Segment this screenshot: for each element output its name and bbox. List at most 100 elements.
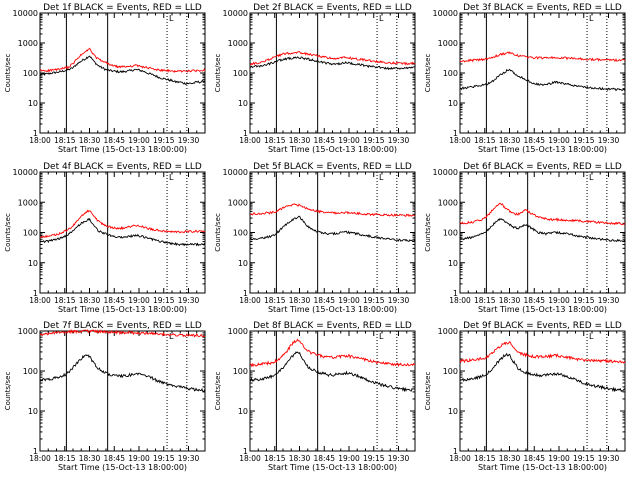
x-tick-label: 19:15 (363, 296, 385, 305)
x-tick-label: 18:15 (264, 454, 286, 463)
y-tick-label: 1000 (438, 198, 458, 207)
x-tick-label: 19:30 (598, 296, 620, 305)
x-axis-label: Start Time (15-Oct-13 18:00:00) (58, 463, 187, 472)
x-axis-label: Start Time (15-Oct-13 18:00:00) (478, 305, 607, 314)
y-tick-label: 10000 (13, 9, 38, 18)
x-axis-label: Start Time (15-Oct-13 18:00:00) (268, 463, 397, 472)
y-tick-label: 1000 (18, 327, 38, 336)
y-tick-label: 1000 (18, 39, 38, 48)
marker-label: L (379, 173, 384, 182)
series-line-lld (249, 203, 416, 218)
y-tick-label: 10000 (223, 168, 248, 177)
y-axis-label: Counts/sec (214, 213, 222, 252)
x-tick-label: 18:45 (313, 136, 335, 145)
y-tick-label: 100 (233, 229, 248, 238)
y-tick-label: 10000 (433, 9, 458, 18)
y-tick-label: 10000 (433, 168, 458, 177)
x-tick-label: 18:45 (523, 136, 545, 145)
x-axis-label: Start Time (15-Oct-13 18:00:00) (478, 463, 607, 472)
series-line-lld (249, 51, 416, 66)
y-tick-label: 1 (453, 129, 458, 138)
series-line-lld (459, 341, 626, 364)
y-axis-label: Counts/sec (4, 54, 12, 93)
panel-det-7: Det 7f BLACK = Events, RED = LLD 1 10 100 10… (4, 321, 206, 472)
panel-title: Det 2f BLACK = Events, RED = LLD (253, 3, 412, 13)
y-tick-label: 100 (23, 229, 38, 238)
panel-det-4: Det 4f BLACK = Events, RED = LLD 1 10 100 10… (4, 162, 206, 314)
y-tick-label: 1000 (438, 327, 458, 336)
x-tick-label: 19:30 (598, 136, 620, 145)
y-tick-label: 100 (233, 367, 248, 376)
panel-title: Det 3f BLACK = Events, RED = LLD (463, 3, 622, 13)
x-tick-label: 18:45 (103, 136, 125, 145)
x-tick-label: 18:00 (239, 454, 261, 463)
x-tick-label: 19:15 (153, 136, 175, 145)
y-tick-label: 1 (33, 289, 38, 298)
plot-frame (39, 330, 206, 452)
x-tick-label: 18:00 (449, 136, 471, 145)
x-tick-label: 19:30 (598, 454, 620, 463)
plot-frame (249, 330, 416, 452)
x-tick-label: 19:15 (153, 454, 175, 463)
series-line-events (39, 354, 206, 393)
series-line-lld (39, 209, 206, 239)
x-tick-label: 18:30 (79, 454, 101, 463)
x-tick-label: 18:30 (499, 136, 521, 145)
series-line-lld (459, 202, 626, 226)
x-tick-label: 18:45 (103, 296, 125, 305)
panel-det-5: Det 5f BLACK = Events, RED = LLD 1 10 100 10… (214, 162, 416, 314)
x-axis-label: Start Time (15-Oct-13 18:00:00) (58, 305, 187, 314)
panel-det-1: Det 1f BLACK = Events, RED = LLD 1 10 100 10… (4, 3, 206, 154)
x-tick-label: 18:45 (523, 454, 545, 463)
x-tick-label: 19:30 (388, 296, 410, 305)
x-tick-label: 18:15 (54, 136, 76, 145)
series-line-events (459, 217, 626, 243)
y-tick-label: 100 (443, 367, 458, 376)
x-tick-label: 19:00 (548, 454, 570, 463)
y-tick-label: 1 (243, 289, 248, 298)
y-tick-label: 1000 (18, 198, 38, 207)
x-tick-label: 18:45 (313, 296, 335, 305)
x-tick-label: 18:15 (54, 454, 76, 463)
x-tick-label: 18:45 (103, 454, 125, 463)
y-tick-label: 10 (448, 99, 458, 108)
x-tick-label: 18:45 (523, 296, 545, 305)
y-tick-label: 10 (28, 99, 38, 108)
y-tick-label: 10 (238, 407, 248, 416)
y-tick-label: 10 (28, 407, 38, 416)
y-tick-label: 1000 (228, 39, 248, 48)
series-line-events (39, 55, 206, 85)
x-tick-label: 19:15 (573, 454, 595, 463)
x-tick-label: 18:15 (474, 296, 496, 305)
plot-frame (39, 12, 206, 134)
y-tick-label: 10000 (223, 9, 248, 18)
x-tick-label: 19:00 (128, 296, 150, 305)
x-tick-label: 19:15 (363, 136, 385, 145)
panel-det-9: Det 9f BLACK = Events, RED = LLD 1 10 100 10… (424, 321, 626, 472)
marker-label: L (379, 332, 384, 341)
panel-title: Det 1f BLACK = Events, RED = LLD (43, 3, 202, 13)
y-tick-label: 10000 (13, 168, 38, 177)
marker-label: L (169, 173, 174, 182)
x-tick-label: 18:15 (264, 136, 286, 145)
x-tick-label: 18:00 (239, 296, 261, 305)
x-tick-label: 19:00 (128, 454, 150, 463)
series-line-lld (39, 47, 206, 73)
x-tick-label: 19:00 (338, 296, 360, 305)
panel-title: Det 9f BLACK = Events, RED = LLD (463, 321, 622, 331)
y-tick-label: 1000 (228, 327, 248, 336)
y-tick-label: 100 (443, 229, 458, 238)
x-tick-label: 19:30 (178, 136, 200, 145)
y-tick-label: 1 (243, 129, 248, 138)
series-line-events (459, 68, 626, 92)
x-tick-label: 18:15 (474, 136, 496, 145)
x-axis-label: Start Time (15-Oct-13 18:00:00) (478, 145, 607, 154)
y-axis-label: Counts/sec (424, 54, 432, 93)
marker-label: L (589, 14, 594, 23)
x-tick-label: 19:15 (573, 296, 595, 305)
marker-label: L (379, 14, 384, 23)
panel-det-3: Det 3f BLACK = Events, RED = LLD 1 10 100 10… (424, 3, 626, 154)
panel-title: Det 6f BLACK = Events, RED = LLD (463, 162, 622, 172)
x-tick-label: 19:30 (178, 296, 200, 305)
